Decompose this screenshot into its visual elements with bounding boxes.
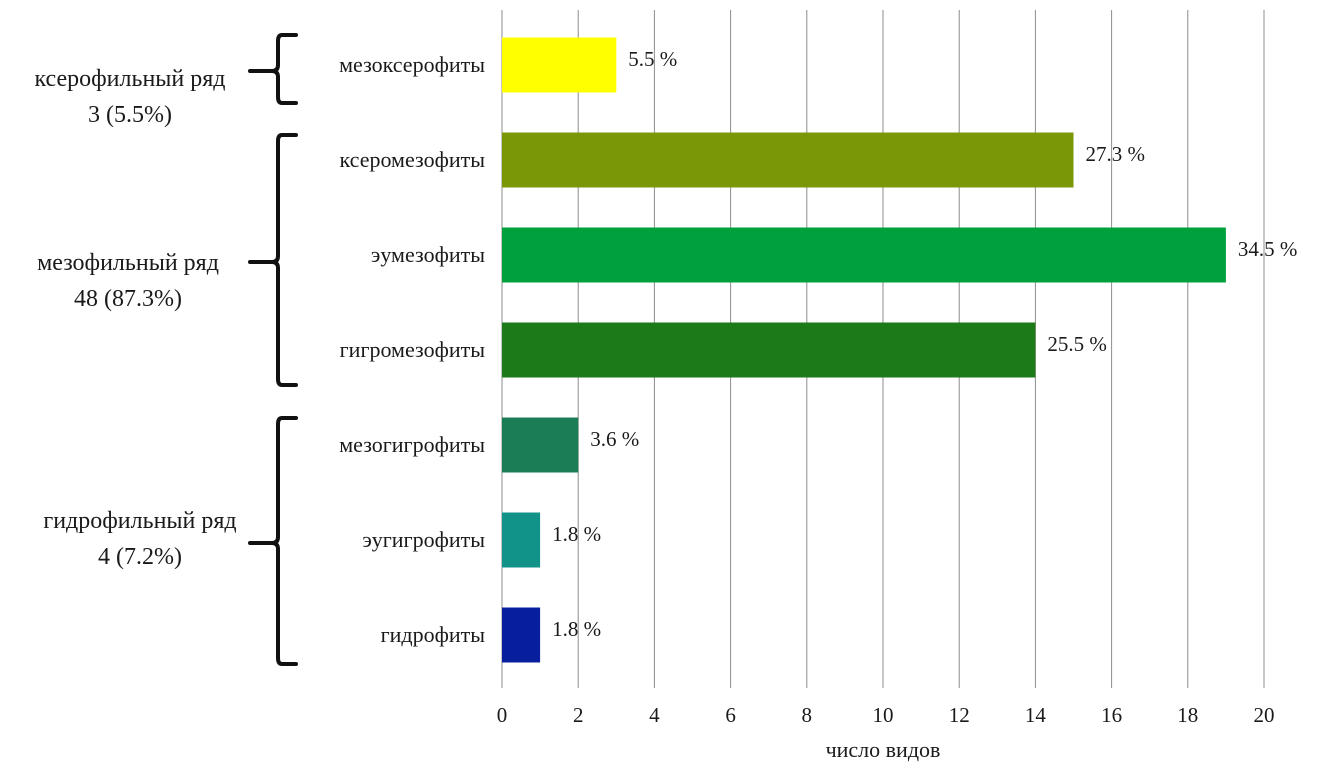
group-annotations: ксерофильный ряд 3 (5.5%) мезофильный ряд 4…: [34, 33, 298, 666]
category-label: эумезофиты: [371, 242, 485, 267]
x-tick-label: 8: [802, 703, 813, 727]
group-brace: [248, 133, 298, 387]
category-label: гидрофиты: [381, 622, 486, 647]
group-count: 3 (5.5%): [88, 102, 172, 128]
bar: [502, 227, 1226, 283]
category-label: эугигрофиты: [362, 527, 485, 552]
data-label: 3.6 %: [590, 427, 639, 451]
data-label: 34.5 %: [1238, 237, 1298, 261]
x-tick-label: 6: [725, 703, 736, 727]
x-tick-label: 20: [1254, 703, 1275, 727]
group-title: гидрофильный ряд: [43, 508, 236, 534]
x-axis-title: число видов: [826, 737, 941, 762]
group-title: ксерофильный ряд: [34, 66, 225, 92]
x-tick-label: 10: [873, 703, 894, 727]
value-labels: 5.5 % 27.3 % 34.5 % 25.5 % 3.6 % 1.8 % 1.8 %: [552, 47, 1297, 641]
data-label: 5.5 %: [628, 47, 677, 71]
data-label: 1.8 %: [552, 522, 601, 546]
bar: [502, 132, 1074, 188]
group-brace: [248, 33, 298, 105]
group-count: 48 (87.3%): [74, 286, 182, 312]
group-brace: [248, 416, 298, 666]
category-label: гигромезофиты: [340, 337, 486, 362]
category-label: мезогигрофиты: [339, 432, 485, 457]
category-label: мезоксерофиты: [339, 52, 485, 77]
x-tick-label: 14: [1025, 703, 1047, 727]
bar: [502, 512, 541, 568]
data-label: 27.3 %: [1086, 142, 1146, 166]
bars: [502, 37, 1226, 663]
group-count: 4 (7.2%): [98, 544, 182, 570]
data-label: 25.5 %: [1047, 332, 1107, 356]
x-tick-label: 2: [573, 703, 584, 727]
x-tick-label: 18: [1177, 703, 1198, 727]
x-tick-label: 0: [497, 703, 508, 727]
x-tick-label: 4: [649, 703, 660, 727]
x-axis-ticks: 0 2 4 6 8 10 12 14 16 18 20: [497, 703, 1275, 727]
category-labels: мезоксерофиты ксеромезофиты эумезофиты гигр…: [339, 52, 485, 647]
bar: [502, 607, 541, 663]
category-label: ксеромезофиты: [340, 147, 486, 172]
bar: [502, 322, 1036, 378]
x-tick-label: 12: [949, 703, 970, 727]
bar: [502, 37, 617, 93]
group-title: мезофильный ряд: [37, 250, 219, 276]
data-label: 1.8 %: [552, 617, 601, 641]
x-tick-label: 16: [1101, 703, 1122, 727]
bar: [502, 417, 579, 473]
